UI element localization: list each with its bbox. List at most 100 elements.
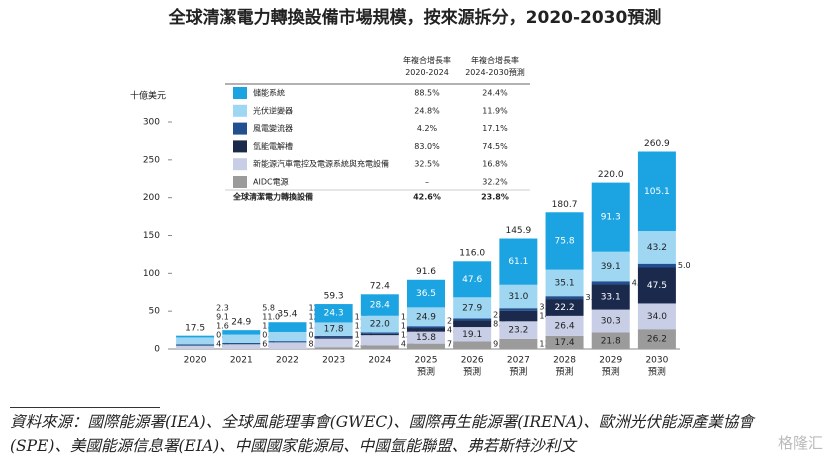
bar-segment <box>360 332 399 334</box>
total-label: 72.4 <box>370 282 390 292</box>
bar-segment <box>314 347 353 349</box>
bar-segment <box>499 321 538 339</box>
x-tick-label: 2026 <box>461 356 484 366</box>
bar-segment <box>268 342 307 349</box>
legend-swatch <box>233 104 247 117</box>
bar-segment <box>268 341 307 343</box>
bar-segment <box>499 308 538 311</box>
x-tick-label: 2022 <box>276 356 299 366</box>
legend-cagr: 17.1% <box>482 124 508 133</box>
x-sublabel: 預測 <box>556 366 574 378</box>
total-label: 17.5 <box>185 323 205 333</box>
bar-segment <box>360 335 399 346</box>
value-label: 2.3 <box>216 304 229 313</box>
legend-header: 年複合增長率 2020-2024 <box>403 55 451 77</box>
bar-segment <box>545 212 584 270</box>
legend-label: 氫能電解槽 <box>253 141 293 151</box>
bar-segment <box>222 334 261 343</box>
value-label: 15.8 <box>416 333 436 343</box>
bar-segment <box>453 318 492 321</box>
bar-segment <box>637 303 676 330</box>
value-label: 5.0 <box>678 261 691 270</box>
legend-label: 新能源汽車電控及電源系統與充電設備 <box>253 159 389 169</box>
legend-swatch <box>233 122 247 135</box>
legend-cagr: 83.0% <box>414 142 440 151</box>
legend-total-label: 全球清潔電力轉換設備 <box>232 192 313 202</box>
watermark: 格隆汇 <box>777 434 823 452</box>
total-label: 260.9 <box>644 139 670 149</box>
total-label: 35.4 <box>277 310 297 320</box>
bar-segment <box>545 269 584 297</box>
bar-segment <box>176 344 215 346</box>
legend-cagr: 24.4% <box>482 89 508 98</box>
bar-segment <box>591 251 630 282</box>
y-tick-label: 200 <box>143 193 160 203</box>
legend-label: 儲能系統 <box>253 88 285 98</box>
bar-segment <box>222 342 261 345</box>
legend-label: AIDC電源 <box>253 178 289 187</box>
value-label: 23.2 <box>508 326 528 336</box>
x-tick-label: 2023 <box>322 356 345 366</box>
legend-cagr: 32.5% <box>414 160 440 169</box>
value-label: 33.1 <box>601 293 621 303</box>
x-tick-label: 2020 <box>184 356 207 366</box>
bar-segment <box>499 238 538 285</box>
bar-segment <box>314 335 353 338</box>
legend-cagr: 4.2% <box>417 124 438 133</box>
legend-swatch <box>233 158 247 171</box>
bar-segment <box>545 335 584 349</box>
x-tick-label: 2024 <box>368 356 391 366</box>
legend-total-cagr: 23.8% <box>481 193 509 202</box>
footnote-rule <box>10 407 160 408</box>
legend-swatch <box>233 87 247 99</box>
total-label: 116.0 <box>459 249 485 259</box>
x-sublabel: 預測 <box>509 366 527 378</box>
chart: 全球清潔電力轉換設備市場規模，按來源拆分，2020-2030預測 十億美元 0 5… <box>130 7 691 378</box>
bar-segment <box>222 344 261 349</box>
x-sublabel: 預測 <box>417 366 435 378</box>
bar-segment <box>453 341 492 349</box>
x-tick-label: 2021 <box>230 356 253 366</box>
value-label: 11.0 <box>262 313 280 322</box>
value-label: 21.8 <box>601 336 621 346</box>
y-tick-label: 100 <box>143 269 160 279</box>
x-tick-label: 2025 <box>415 356 438 366</box>
bar-segment <box>222 330 261 335</box>
value-label: 36.5 <box>416 289 436 299</box>
legend-label: 光伏逆變器 <box>253 105 293 115</box>
total-label: 180.7 <box>552 200 578 210</box>
y-tick-label: 50 <box>149 307 161 317</box>
bar-segment <box>637 231 676 264</box>
y-tick-label: 0 <box>154 345 160 355</box>
value-label: 27.9 <box>462 303 482 313</box>
legend-swatch <box>233 140 247 153</box>
legend-cagr: 32.2% <box>482 178 508 187</box>
bar-segment <box>499 338 538 349</box>
total-label: 24.9 <box>231 318 251 328</box>
value-label: 61.1 <box>508 257 528 267</box>
source-note: 資料來源：國際能源署(IEA)、全球風能理事會(GWEC)、國際再生能源署(IR… <box>10 413 754 455</box>
bar-segment <box>499 310 538 322</box>
bar-segment <box>591 309 630 333</box>
bar-segment <box>268 331 307 342</box>
legend-cagr: 74.5% <box>482 142 508 151</box>
value-label: 91.3 <box>601 213 621 223</box>
value-label: 75.8 <box>555 236 575 246</box>
legend-cagr: 11.9% <box>482 106 508 115</box>
value-label: 35.1 <box>555 278 575 288</box>
x-sublabel: 預測 <box>463 366 481 378</box>
chart-title: 全球清潔電力轉換設備市場規模，按來源拆分，2020-2030預測 <box>168 7 662 28</box>
legend-label: 風電變流器 <box>253 123 293 133</box>
bar-segment <box>407 326 445 329</box>
value-label: 43.2 <box>647 243 667 253</box>
y-unit: 十億美元 <box>130 90 166 102</box>
value-label: 34.0 <box>647 312 667 322</box>
value-label: 22.2 <box>555 303 575 313</box>
bar-segment <box>314 338 353 348</box>
value-label: 24.3 <box>324 309 344 319</box>
value-label: 30.3 <box>601 317 621 327</box>
bar-segment <box>637 151 676 232</box>
bar-segment <box>591 332 630 349</box>
bar-segment <box>314 337 353 339</box>
